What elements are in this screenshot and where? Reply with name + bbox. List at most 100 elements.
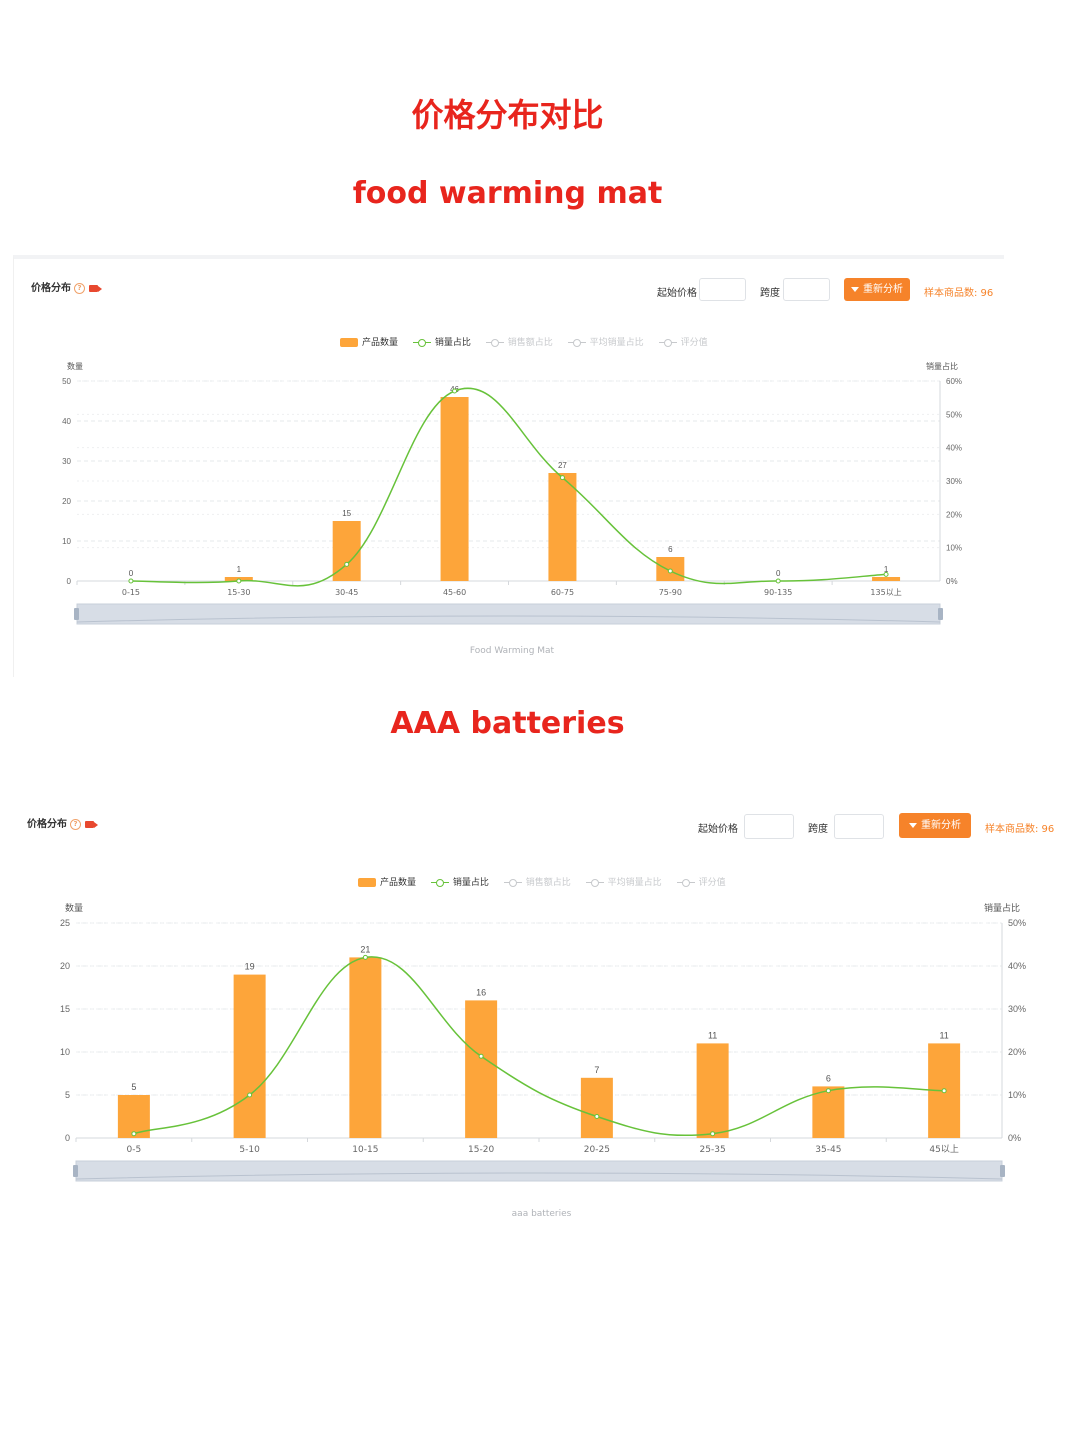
x-tick-label: 45-60 [443,588,466,597]
y2-tick-label: 50% [1008,918,1026,928]
sales-share-point [247,1092,253,1098]
sample-count: 样本商品数: 96 [985,824,1055,835]
panel-title: 价格分布 [31,283,71,294]
y-tick-label: 10 [62,537,71,546]
help-icon[interactable]: ? [74,282,85,294]
panel-title: 价格分布 [27,819,67,830]
x-tick-label: 10-15 [352,1145,378,1155]
legend-item-avg-sales-share[interactable]: 平均销量占比 [585,875,662,888]
chart-footer-label: Food Warming Mat [469,646,555,656]
sales-share-point [362,954,368,960]
bar-data-label: 0 [776,569,781,578]
bar [580,1077,613,1138]
video-icon[interactable] [89,284,102,292]
page-title: 价格分布对比 [411,96,604,134]
legend-item-product-count[interactable]: 产品数量 [340,335,398,348]
sales-share-point [710,1131,716,1137]
zoom-slider-track [76,603,941,625]
y2-tick-label: 10% [946,544,962,553]
sales-share-point [825,1088,831,1094]
sales-share-point [667,568,673,574]
bar [872,577,901,581]
start-price-label: 起始价格 [698,824,738,835]
legend-item-revenue-share[interactable]: 销售额占比 [485,335,553,348]
y2-tick-label: 60% [946,377,962,386]
y2-axis-label: 销量占比 [984,902,1020,914]
x-tick-label: 90-135 [764,588,792,597]
bar-data-label: 1 [237,565,242,574]
start-price-input[interactable] [699,278,746,301]
price-distribution-chart-2: 0 5 10 15 20 25 0% 10% 20% 30% 40% 50% 数量 销量占比 5 0-5 19 5… [60,902,1026,1182]
legend-item-sales-share[interactable]: 销量占比 [412,335,471,348]
zoom-handle-right [1000,1165,1005,1177]
legend-item-product-count[interactable]: 产品数量 [358,875,416,888]
y-tick-label: 0 [65,1133,70,1143]
chart-legend: 产品数量 销量占比 销售额占比 平均销量占比 评分值 [340,335,720,348]
filter-icon [909,822,917,828]
filter-icon [851,286,859,292]
bar-data-label: 21 [360,944,370,954]
zoom-slider-track [75,1160,1003,1182]
legend-item-avg-sales-share[interactable]: 平均销量占比 [567,335,644,348]
span-input[interactable] [834,814,884,839]
y-axis-label: 数量 [65,902,83,914]
y-tick-label: 30 [62,457,71,466]
y-tick-label: 0 [67,577,72,586]
x-tick-label: 15-20 [468,1145,494,1155]
sales-share-point [594,1114,600,1119]
zoom-handle-right [938,608,943,620]
reanalyze-label: 重新分析 [921,820,961,831]
legend-item-rating[interactable]: 评分值 [658,335,708,348]
legend-item-revenue-share[interactable]: 销售额占比 [503,875,571,888]
bar [812,1086,845,1138]
legend-item-sales-share[interactable]: 销量占比 [430,875,489,888]
x-tick-label: 0-15 [122,588,140,597]
sales-share-point [883,571,889,577]
bar [548,473,577,581]
y2-axis-label: 销量占比 [926,361,958,371]
chart-footer-label: aaa batteries [511,1209,572,1219]
sales-share-line [130,387,887,587]
x-tick-label: 30-45 [335,588,358,597]
y2-tick-label: 40% [1008,961,1026,971]
y-tick-label: 50 [62,377,71,386]
reanalyze-button[interactable]: 重新分析 [899,813,971,838]
x-tick-label: 20-25 [584,1145,610,1155]
sales-share-point [452,388,458,394]
bar-data-label: 16 [476,987,486,997]
reanalyze-label: 重新分析 [863,284,903,295]
chart2-heading: AAA batteries [390,706,625,741]
sales-share-point [128,578,134,584]
reanalyze-button[interactable]: 重新分析 [844,278,910,301]
bar [233,974,266,1138]
x-tick-label: 25-35 [700,1145,726,1155]
bar [465,1000,498,1138]
x-tick-label: 75-90 [659,588,682,597]
zoom-slider-shadow [75,1172,1003,1180]
help-icon[interactable]: ? [70,818,81,830]
y-tick-label: 20 [60,961,70,971]
panel-header: 价格分布? [31,279,102,294]
legend-item-rating[interactable]: 评分值 [676,875,726,888]
bar [349,957,382,1138]
sales-share-point [775,578,781,584]
x-tick-label: 60-75 [551,588,574,597]
y2-tick-label: 40% [946,444,962,453]
x-tick-label: 15-30 [227,588,250,597]
y-tick-label: 15 [60,1004,70,1014]
span-input[interactable] [783,278,830,301]
bar-data-label: 19 [245,962,255,972]
video-icon[interactable] [85,820,98,828]
y2-tick-label: 20% [1008,1047,1026,1057]
y2-tick-label: 20% [946,510,962,519]
sales-share-line [133,956,945,1137]
y2-tick-label: 0% [1008,1133,1021,1143]
start-price-input[interactable] [744,814,794,839]
x-tick-label: 5-10 [239,1145,260,1155]
y-tick-label: 40 [62,417,71,426]
sales-share-point [941,1088,947,1094]
y-tick-label: 25 [60,918,70,928]
zoom-handle-left [74,608,79,620]
span-label: 跨度 [760,288,780,299]
